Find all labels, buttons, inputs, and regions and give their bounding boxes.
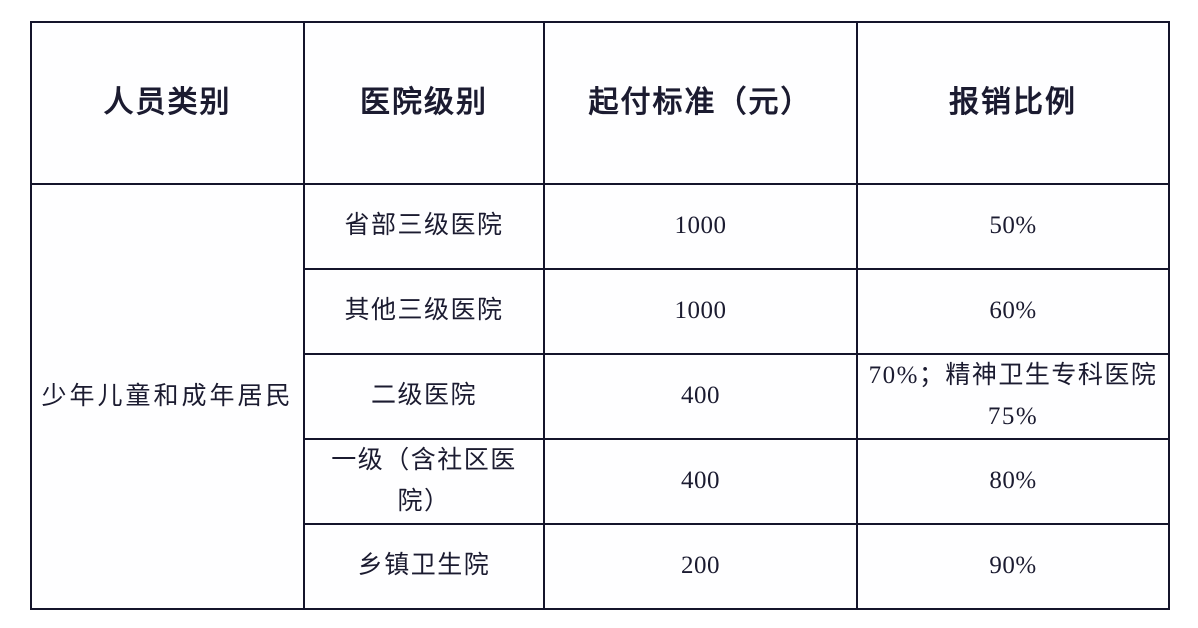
hospital-level-cell: 二级医院: [303, 353, 545, 440]
deductible-cell: 1000: [543, 183, 858, 270]
header-row: 人员类别 医院级别 起付标准（元） 报销比例: [30, 21, 1170, 185]
reimbursement-ratio-cell: 90%: [856, 523, 1170, 610]
table-row: 其他三级医院 1000 60%: [31, 268, 1170, 355]
reimbursement-ratio-cell: 50%: [856, 183, 1170, 270]
column-header-deductible: 起付标准（元）: [543, 21, 858, 185]
deductible-cell: 1000: [543, 268, 858, 355]
table-header: 人员类别 医院级别 起付标准（元） 报销比例: [30, 21, 1170, 185]
deductible-cell: 400: [543, 353, 858, 440]
hospital-level-cell: 一级（含社区医院）: [303, 438, 545, 525]
reimbursement-ratio-cell: 70%；精神卫生专科医院 75%: [856, 353, 1170, 440]
column-header-reimbursement-ratio: 报销比例: [856, 21, 1170, 185]
hospital-level-cell: 其他三级医院: [303, 268, 545, 355]
reimbursement-ratio-cell: 80%: [856, 438, 1170, 525]
benefit-table-container: 人员类别 医院级别 起付标准（元） 报销比例 少年儿童和成年居民 省部三级医院 …: [30, 21, 1170, 610]
hospital-level-cell: 乡镇卫生院: [303, 523, 545, 610]
table-row: 二级医院 400 70%；精神卫生专科医院 75%: [31, 353, 1170, 440]
table-row: 一级（含社区医院） 400 80%: [31, 438, 1170, 525]
column-header-person-category: 人员类别: [30, 21, 305, 185]
table-body: 少年儿童和成年居民 省部三级医院 1000 50% 其他三级医院 1000 60…: [30, 183, 1170, 610]
deductible-cell: 200: [543, 523, 858, 610]
table-row: 乡镇卫生院 200 90%: [31, 523, 1170, 610]
person-category-cell: 少年儿童和成年居民: [30, 183, 305, 610]
medical-reimbursement-table: 人员类别 医院级别 起付标准（元） 报销比例 少年儿童和成年居民 省部三级医院 …: [30, 21, 1170, 610]
column-header-hospital-level: 医院级别: [303, 21, 545, 185]
table-row: 少年儿童和成年居民 省部三级医院 1000 50%: [30, 183, 1170, 610]
reimbursement-ratio-cell: 60%: [856, 268, 1170, 355]
hospital-level-cell: 省部三级医院: [303, 183, 545, 270]
deductible-cell: 400: [543, 438, 858, 525]
